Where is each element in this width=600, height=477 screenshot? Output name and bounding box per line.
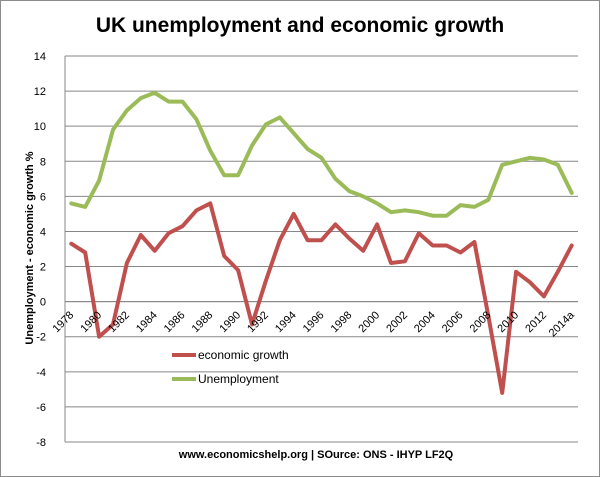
x-tick-label: 1980	[78, 309, 104, 335]
y-tick-label: 4	[40, 226, 46, 238]
x-tick-label: 2014a	[547, 309, 578, 340]
legend-label: economic growth	[198, 348, 289, 362]
series-line-economic-growth	[69, 201, 574, 395]
x-tick-label: 1982	[106, 309, 132, 335]
x-tick-labels: 1978 1980 1982 1984 1986 1988 1990 1992 1994 1996…	[51, 309, 578, 340]
series-line-unemployment	[69, 90, 574, 218]
y-tick-label: 6	[40, 191, 46, 203]
legend: economic growth Unemployment	[172, 348, 289, 386]
legend-label: Unemployment	[198, 372, 279, 386]
y-tick-label: 0	[40, 297, 46, 309]
x-tick-label: 1986	[162, 309, 188, 335]
x-tick-label: 2004	[412, 309, 438, 335]
x-tick-label: 1990	[217, 309, 243, 335]
x-tick-label: 1994	[273, 309, 299, 335]
series-lines	[69, 90, 574, 395]
y-tick-label: -4	[36, 367, 46, 379]
y-tick-label: 2	[40, 262, 46, 274]
y-tick-label: -6	[36, 402, 46, 414]
source-note: www.economicshelp.org | SOurce: ONS - IH…	[178, 449, 454, 461]
x-tick-label: 2002	[384, 309, 410, 335]
x-tick-label: 1998	[329, 309, 355, 335]
x-tick-label: 2012	[523, 309, 549, 335]
y-tick-label: 12	[34, 86, 46, 98]
x-tick-label: 1984	[134, 309, 160, 335]
y-tick-label: 8	[40, 156, 46, 168]
x-tick-label: 2006	[440, 309, 466, 335]
x-tick-label: 1996	[301, 309, 327, 335]
y-axis-label: Unemployment - economic growth %	[24, 151, 36, 344]
x-tick-label: 2000	[356, 309, 382, 335]
y-tick-label: 14	[34, 51, 46, 63]
y-tick-label: 10	[34, 121, 46, 133]
y-tick-label: -8	[36, 437, 46, 449]
x-tick-label: 1978	[51, 309, 77, 335]
y-tick-labels: -8 -6 -4 -2 0 2 4 6 8 10 12 14	[34, 51, 46, 449]
x-tick-label: 1988	[190, 309, 216, 335]
chart-title: UK unemployment and economic growth	[96, 14, 504, 37]
y-tick-label: -2	[36, 332, 46, 344]
